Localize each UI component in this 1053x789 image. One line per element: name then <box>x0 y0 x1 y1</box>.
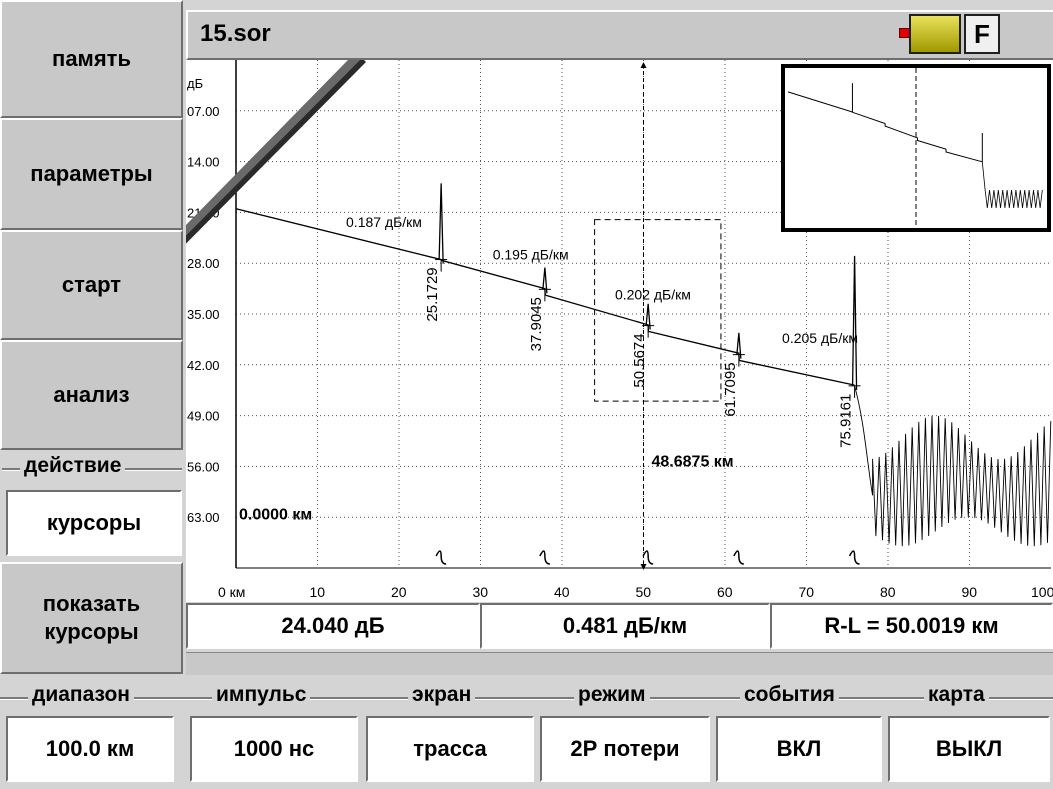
x-tick-label: 90 <box>962 584 978 600</box>
event-label: 75.9161 <box>838 394 855 448</box>
events-select[interactable]: ВКЛ <box>716 716 882 782</box>
trace-graph[interactable]: 07.0014.0021.0028.0035.0042.0049.0056.00… <box>186 60 1053 602</box>
params-label: параметры <box>30 161 153 186</box>
show-cursors-button[interactable]: показать курсоры <box>0 562 183 674</box>
event-spike <box>736 332 742 359</box>
rl-readout: R-L = 50.0019 км <box>770 603 1053 649</box>
start-button[interactable]: старт <box>0 230 183 340</box>
show-cursors-label-2: курсоры <box>44 619 139 644</box>
events-value: ВКЛ <box>776 736 822 761</box>
memory-button[interactable]: память <box>0 0 183 118</box>
x-tick-label: 30 <box>473 584 489 600</box>
y-tick-label: 42.00 <box>187 358 220 373</box>
segment-slope-label: 0.205 дБ/км <box>782 330 858 346</box>
zoom-window <box>594 219 722 402</box>
rl-value: R-L = 50.0019 км <box>824 613 999 638</box>
event-bottom-marker <box>435 550 447 565</box>
action-select[interactable]: курсоры <box>6 490 182 556</box>
y-tick-label: 14.00 <box>187 155 220 170</box>
flag-indicator: F <box>964 14 1000 54</box>
cursor-arrow-bottom-icon <box>640 564 647 570</box>
event-spike <box>438 183 444 264</box>
start-label: старт <box>61 272 122 297</box>
screen-select[interactable]: трасса <box>366 716 534 782</box>
event-bottom-marker <box>539 550 550 565</box>
overview-trace <box>787 91 983 163</box>
range-value: 100.0 км <box>45 736 135 761</box>
segment-slope-label: 0.202 дБ/км <box>615 286 691 302</box>
action-group-label: действие <box>20 454 126 478</box>
map-value: ВЫКЛ <box>935 736 1003 761</box>
x-tick-label: 20 <box>391 584 407 600</box>
stylus-pen-icon <box>186 60 366 244</box>
event-bottom-marker <box>642 550 654 565</box>
show-cursors-label-1: показать <box>42 591 141 616</box>
pulse-value: 1000 нс <box>233 736 315 761</box>
pulse-select[interactable]: 1000 нс <box>190 716 358 782</box>
x-tick-label: 100 <box>1031 584 1053 600</box>
x-tick-label: 70 <box>799 584 815 600</box>
y-tick-label: 56.00 <box>187 459 220 474</box>
analysis-button[interactable]: анализ <box>0 340 183 450</box>
memory-label: память <box>52 46 131 71</box>
action-value: курсоры <box>46 510 142 535</box>
segment-slope-label: 0.195 дБ/км <box>493 247 569 263</box>
event-label: 50.5674 <box>631 333 648 387</box>
pulse-label: импульс <box>212 683 311 707</box>
event-spike <box>542 267 548 294</box>
y-tick-label: 07.00 <box>187 104 220 119</box>
event-spike <box>645 303 651 330</box>
attenuation-readout: 0.481 дБ/км <box>480 603 770 649</box>
event-bottom-marker <box>848 550 860 565</box>
segment-slope-label: 0.187 дБ/км <box>346 214 422 230</box>
mode-select[interactable]: 2Р потери <box>540 716 710 782</box>
left-cursor-label: 0.0000 км <box>239 506 312 523</box>
y-tick-label: 28.00 <box>187 256 220 271</box>
event-label: 61.7095 <box>722 362 739 416</box>
right-cursor-label: 48.6875 км <box>652 453 734 470</box>
loss-readout: 24.040 дБ <box>186 603 480 649</box>
noise-tail <box>854 385 1052 547</box>
y-tick-label: 49.00 <box>187 409 220 424</box>
status-strip <box>186 652 1053 675</box>
x-tick-label: 60 <box>717 584 733 600</box>
mode-label: режим <box>574 683 650 707</box>
y-axis-label: дБ <box>187 76 203 91</box>
screen-value: трасса <box>413 736 487 761</box>
trace-chart[interactable]: 07.0014.0021.0028.0035.0042.0049.0056.00… <box>186 60 1053 602</box>
event-label: 37.9045 <box>528 297 545 351</box>
range-label: диапазон <box>28 683 134 707</box>
x-tick-label: 10 <box>310 584 326 600</box>
params-button[interactable]: параметры <box>0 118 183 230</box>
y-tick-label: 35.00 <box>187 307 220 322</box>
event-spike <box>851 255 858 390</box>
params-group-line <box>0 697 1053 700</box>
screen-label: экран <box>408 683 476 707</box>
mode-value: 2Р потери <box>570 736 680 761</box>
loss-value: 24.040 дБ <box>281 613 385 638</box>
file-name: 15.sor <box>200 20 271 47</box>
map-select[interactable]: ВЫКЛ <box>888 716 1050 782</box>
x-tick-label: 0 км <box>218 584 245 600</box>
map-label: карта <box>924 683 989 707</box>
attenuation-value: 0.481 дБ/км <box>562 613 688 638</box>
battery-icon <box>909 14 961 54</box>
x-tick-label: 40 <box>554 584 570 600</box>
y-tick-label: 63.00 <box>187 510 220 525</box>
event-bottom-marker <box>733 550 744 565</box>
overview-noise <box>981 161 1043 209</box>
x-tick-label: 50 <box>636 584 652 600</box>
analysis-label: анализ <box>53 382 130 407</box>
range-select[interactable]: 100.0 км <box>6 716 174 782</box>
title-bar: 15.sor F <box>186 10 1053 60</box>
cursor-arrow-icon <box>640 62 647 68</box>
x-tick-label: 80 <box>880 584 896 600</box>
event-label: 25.1729 <box>424 267 441 321</box>
events-label: события <box>740 683 839 707</box>
